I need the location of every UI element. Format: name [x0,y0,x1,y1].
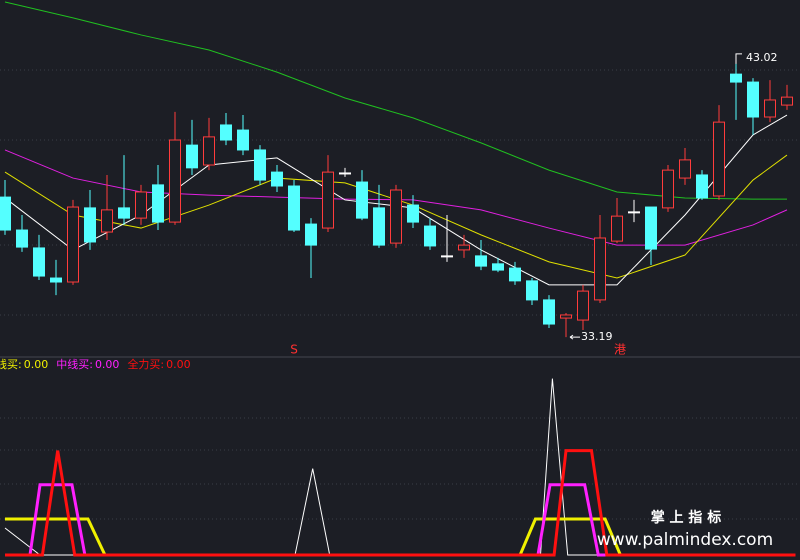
legend-value: 0.00 [24,358,49,371]
candle-body [373,207,385,246]
indicator-panel: 线买: 0.00 中线买: 0.00 全力买: 0.00 [0,357,796,557]
candle-body [594,237,606,301]
candle-body [407,204,419,223]
legend-label: 全力买: [127,357,164,371]
candle-body [713,121,725,197]
candle-body [492,263,504,271]
candle-body [220,124,232,141]
legend-label: 中线买: [56,357,93,371]
legend-label: 线买: [0,357,22,371]
watermark-url: www.palmindex.com [597,530,773,550]
candle-body [781,96,793,106]
candle-body [441,255,453,258]
candle-body [526,280,538,301]
candle-body [390,189,402,244]
legend-value: 0.00 [166,358,191,371]
watermark-title: 掌 上 指 标 [651,509,722,526]
candle-body [271,171,283,187]
candle-body [152,184,164,223]
candle-body [322,171,334,229]
candle-body [475,255,487,267]
candle-body [764,99,776,118]
candle-body [543,299,555,325]
candle-body [237,129,249,151]
candle-body [424,225,436,247]
indicator-line [5,517,796,557]
candle-body [339,172,351,175]
candle-body [118,207,130,219]
signal-marker: 港 [614,343,626,357]
candle-body [33,247,45,277]
candle-body [101,209,113,233]
candle-body [730,73,742,83]
candle-body [645,206,657,250]
candle-body [747,81,759,118]
candle-body [0,196,11,231]
candle-body [662,169,674,209]
candle-body [560,314,572,319]
legend-value: 0.00 [95,358,120,371]
indicator-line [5,449,796,557]
candle-body [186,144,198,169]
high-label: 43.02 [746,51,778,64]
candle-body [288,185,300,231]
candle-body [16,229,28,248]
signal-marker: S [290,343,298,357]
candle-body [509,267,521,282]
candle-body [628,211,640,214]
low-label: 33.19 [581,330,613,343]
candle-body [67,206,79,283]
price-panel: 43.02 33.19 [0,1,793,343]
candle-body [305,223,317,246]
candle-body [577,290,589,321]
candle-body [356,181,368,219]
candle-body [458,244,470,251]
candle-body [696,174,708,199]
candle-body [254,149,266,181]
moving-average-line [4,1,787,200]
candle-body [84,207,96,243]
candle-body [50,277,62,283]
annotation-arrow [735,53,742,64]
candle-body [169,139,181,223]
candle-body [679,159,691,179]
candle-body [135,191,147,219]
annotation-arrow [569,334,580,340]
candle-body [203,136,215,166]
candle-body [611,215,623,242]
